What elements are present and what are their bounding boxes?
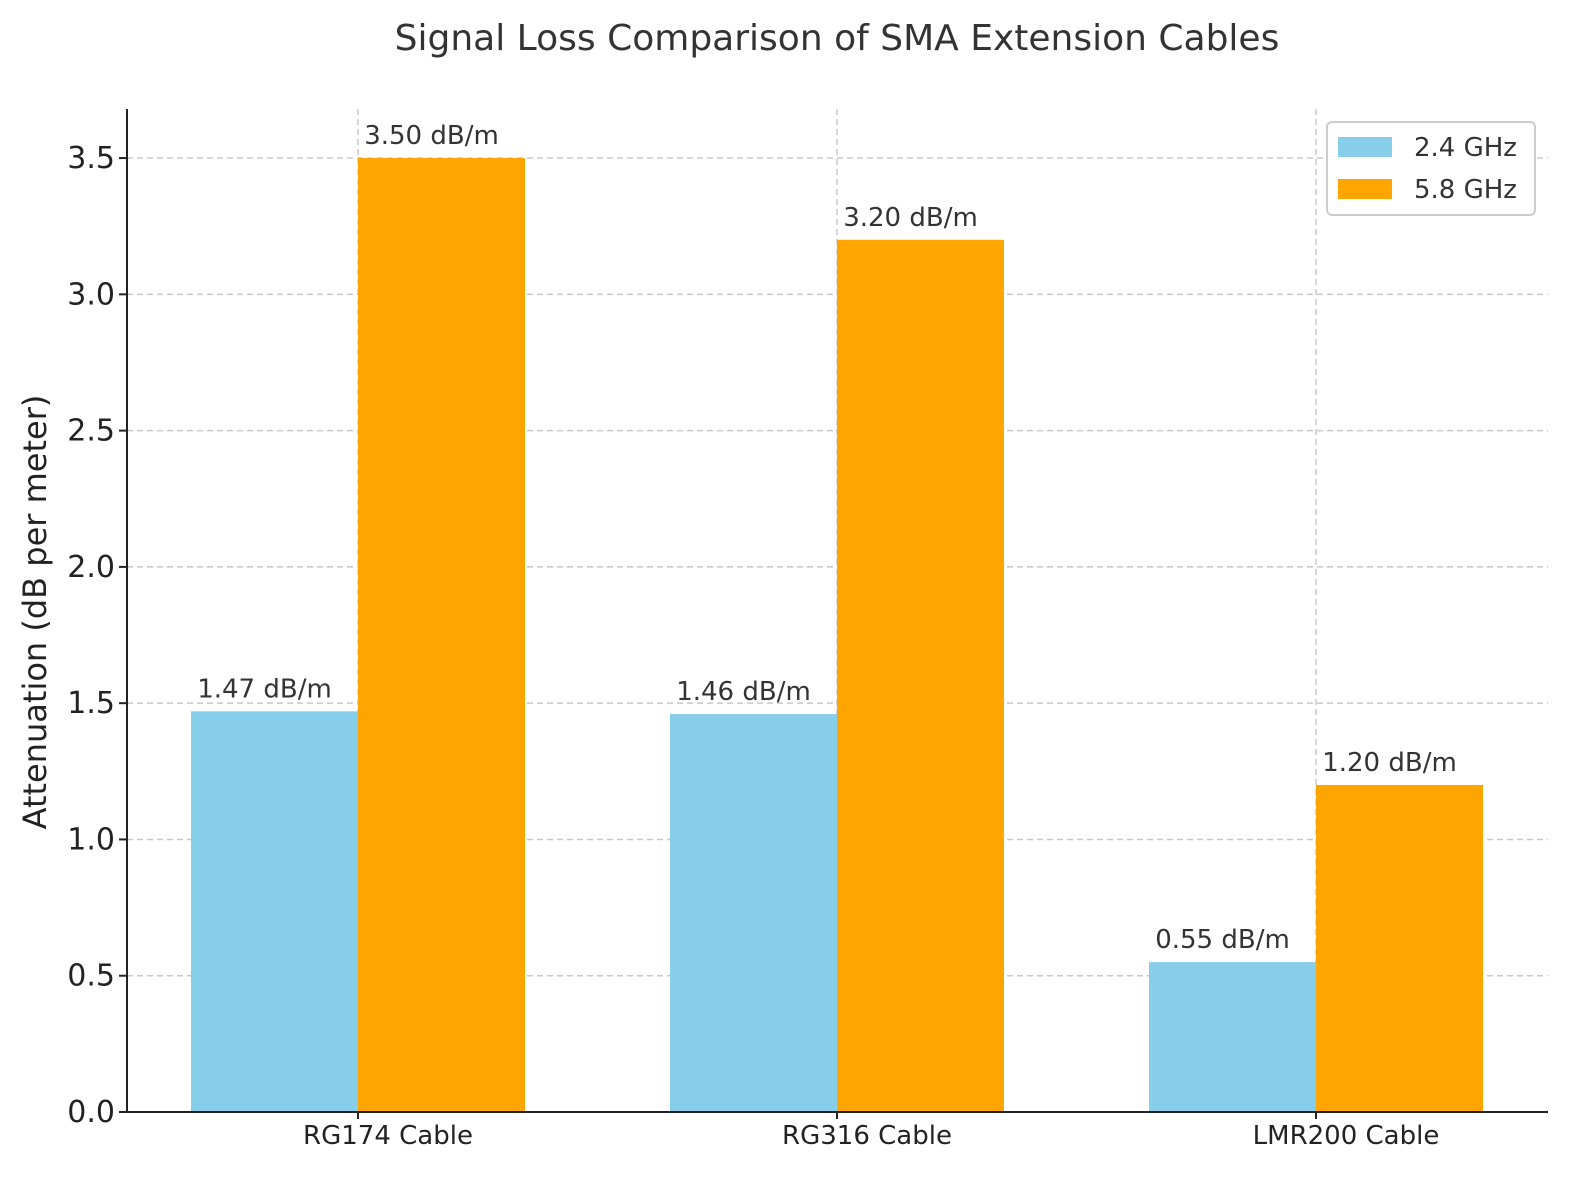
y-tick-label-0-0: 0.0 [67,1095,115,1130]
y-axis-label: Attenuation (dB per meter) [16,395,54,830]
axes [119,109,1548,1119]
bars-group [191,158,1483,1113]
bar-label-lmr200-cable-5-8-ghz: 1.20 dB/m [1322,748,1457,778]
y-tick-label-2-0: 2.0 [67,550,115,585]
y-tick-label-3-0: 3.0 [67,277,115,312]
legend: 2.4 GHz 5.8 GHz [1326,121,1536,216]
legend-label-5-8-ghz: 5.8 GHz [1414,175,1517,205]
legend-swatch-5-8-ghz [1338,179,1392,199]
bar-rg316-cable-2-4-ghz [670,714,837,1112]
bar-rg316-cable-5-8-ghz [837,239,1004,1113]
bar-lmr200-cable-5-8-ghz [1316,784,1483,1112]
y-tick-label-1-0: 1.0 [67,822,115,857]
x-tick-label-rg316-cable: RG316 Cable [782,1121,952,1151]
bar-label-rg174-cable-2-4-ghz: 1.47 dB/m [197,674,332,704]
bar-label-rg316-cable-2-4-ghz: 1.46 dB/m [676,677,811,707]
bar-label-lmr200-cable-2-4-ghz: 0.55 dB/m [1155,925,1290,955]
x-tick-label-rg174-cable: RG174 Cable [303,1121,473,1151]
bar-label-rg316-cable-5-8-ghz: 3.20 dB/m [843,203,978,233]
bar-lmr200-cable-2-4-ghz [1149,962,1316,1112]
y-tick-label-1-5: 1.5 [67,686,115,721]
bar-value-labels: 1.47 dB/m 1.46 dB/m 0.55 dB/m 3.50 dB/m 3.20… [197,121,1457,955]
legend-label-2-4-ghz: 2.4 GHz [1414,133,1517,163]
y-tick-label-3-5: 3.5 [67,141,115,176]
bar-rg174-cable-2-4-ghz [191,711,358,1112]
legend-swatch-2-4-ghz [1338,137,1392,157]
x-tick-label-lmr200-cable: LMR200 Cable [1253,1121,1440,1151]
bar-label-rg174-cable-5-8-ghz: 3.50 dB/m [364,121,499,151]
bar-rg174-cable-5-8-ghz [358,158,525,1112]
y-tick-label-2-5: 2.5 [67,414,115,449]
chart-title: Signal Loss Comparison of SMA Extension … [395,18,1280,59]
tick-labels: 0.0 0.5 1.0 1.5 2.0 2.5 3.0 3.5 RG174 Cable RG316… [67,141,1439,1151]
y-tick-label-0-5: 0.5 [67,959,115,994]
